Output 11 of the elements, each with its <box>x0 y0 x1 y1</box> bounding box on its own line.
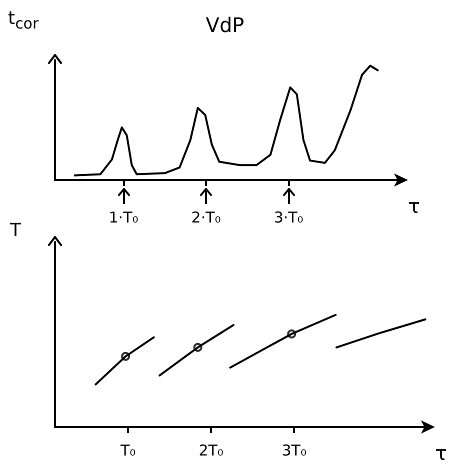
x-axis-title: τ <box>408 194 420 218</box>
x-tick-label: 3·T₀ <box>274 208 304 226</box>
x-axis-title: τ <box>434 441 448 465</box>
x-tick-label: 2·T₀ <box>191 208 221 226</box>
chart-title: VdP <box>206 13 244 37</box>
x-tick-label: 1·T₀ <box>108 208 138 226</box>
x-tick-label: 3T₀ <box>282 442 306 460</box>
x-tick-label: T₀ <box>119 442 136 460</box>
y-axis-title: t$_{cor}$ <box>8 8 39 33</box>
x-tick-label: 2T₀ <box>198 442 224 460</box>
y-axis-title: T <box>10 220 21 241</box>
